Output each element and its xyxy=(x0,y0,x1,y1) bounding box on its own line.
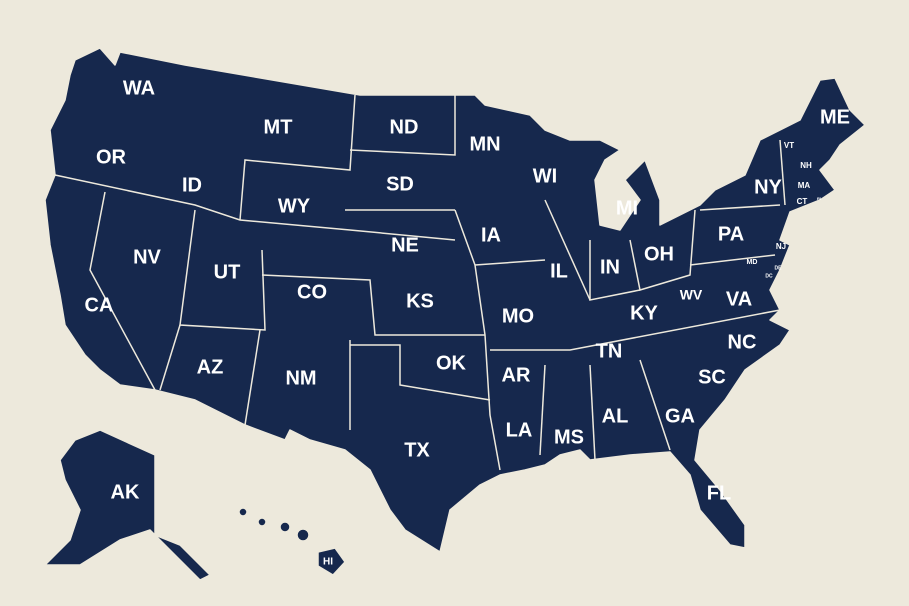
state-label-tn: TN xyxy=(596,340,623,362)
state-borders xyxy=(54,94,786,471)
state-label-az: AZ xyxy=(197,356,224,378)
state-label-nd: ND xyxy=(390,116,419,138)
state-label-ma: MA xyxy=(798,181,811,190)
state-label-nh: NH xyxy=(800,161,812,170)
state-label-va: VA xyxy=(726,288,752,310)
state-label-ca: CA xyxy=(85,294,114,316)
state-label-co: CO xyxy=(297,281,327,303)
state-label-la: LA xyxy=(506,419,533,441)
state-label-me: ME xyxy=(820,106,850,128)
state-label-vt: VT xyxy=(784,141,794,150)
state-label-ri: RI xyxy=(817,196,821,201)
state-label-ky: KY xyxy=(630,302,658,324)
state-label-ia: IA xyxy=(481,224,501,246)
state-label-il: IL xyxy=(550,260,568,282)
hawaii-islands xyxy=(238,507,346,576)
state-label-hi: HI xyxy=(323,557,333,568)
state-label-ne: NE xyxy=(391,234,419,256)
state-label-or: OR xyxy=(96,146,127,168)
state-label-nc: NC xyxy=(728,331,757,353)
state-label-md: MD xyxy=(747,259,758,266)
state-label-wy: WY xyxy=(278,195,311,217)
state-label-de: DE xyxy=(775,265,783,271)
state-label-mn: MN xyxy=(469,133,500,155)
contiguous-us-landmass xyxy=(44,47,866,553)
alaska-landmass xyxy=(44,429,211,581)
state-label-ks: KS xyxy=(406,290,434,312)
state-label-ak: AK xyxy=(111,481,140,503)
state-label-ms: MS xyxy=(554,426,584,448)
state-label-pa: PA xyxy=(718,223,744,245)
state-label-ct: CT xyxy=(797,197,808,206)
state-label-ny: NY xyxy=(754,176,782,198)
state-label-fl: FL xyxy=(707,482,731,504)
state-label-al: AL xyxy=(602,405,629,427)
state-label-nv: NV xyxy=(133,246,161,268)
state-label-ut: UT xyxy=(214,261,241,283)
state-label-oh: OH xyxy=(644,243,674,265)
state-label-mo: MO xyxy=(502,305,534,327)
state-label-id: ID xyxy=(182,174,202,196)
state-label-ar: AR xyxy=(502,364,531,386)
state-label-tx: TX xyxy=(404,439,430,461)
state-label-wv: WV xyxy=(680,287,703,303)
state-label-sd: SD xyxy=(386,173,414,195)
state-label-sc: SC xyxy=(698,366,726,388)
state-label-ga: GA xyxy=(665,405,695,427)
state-label-wi: WI xyxy=(533,165,557,187)
state-label-in: IN xyxy=(600,256,620,278)
state-label-nj: NJ xyxy=(776,242,786,251)
state-label-mt: MT xyxy=(264,116,293,138)
state-label-dc: DC xyxy=(765,273,773,279)
state-label-wa: WA xyxy=(123,77,155,99)
state-label-nm: NM xyxy=(285,367,316,389)
state-labels: WA OR ID MT ND SD WY NE NV UT CO KS CA A… xyxy=(85,77,850,567)
state-label-ok: OK xyxy=(436,352,467,374)
state-label-mi: MI xyxy=(616,197,638,219)
